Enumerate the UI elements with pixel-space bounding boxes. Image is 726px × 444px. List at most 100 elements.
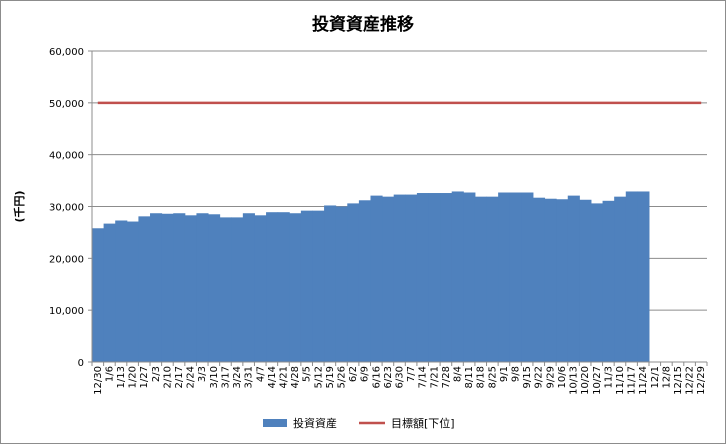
x-tick-label: 9/8 [511,366,522,382]
bar [266,212,279,362]
x-tick-label: 1/27 [139,366,150,388]
bar [289,213,302,362]
bar [405,194,418,362]
bar [463,192,476,362]
x-tick-label: 4/28 [290,366,301,388]
bar [370,195,383,362]
x-tick-label: 12/8 [661,366,672,388]
x-tick-label: 10/20 [580,366,591,395]
x-tick-label: 8/4 [453,366,464,382]
axes [91,51,707,363]
x-tick-label: 4/14 [267,366,278,388]
x-tick-label: 2/24 [186,366,197,388]
x-tick-label: 12/22 [685,366,696,395]
x-tick-label: 5/12 [313,366,324,388]
bar [625,191,638,362]
x-tick-label: 4/7 [255,366,266,382]
x-tick-label: 11/10 [615,366,626,395]
x-tick-label: 10/13 [569,366,580,395]
x-tick-label: 2/3 [151,366,162,382]
x-tick-label: 2/10 [162,366,173,388]
y-axis-label: (千円) [12,190,26,222]
bar [382,196,395,362]
x-tick-label: 2/17 [174,366,185,388]
x-tick-label: 3/24 [232,366,243,388]
x-tick-label: 6/2 [348,366,359,382]
x-tick-label: 11/24 [638,366,649,395]
legend-line-label: 目標額[下位] [391,416,455,430]
x-tick-label: 3/31 [244,366,255,388]
bar [115,220,128,362]
x-tick-label: 9/15 [522,366,533,388]
bar [498,192,511,362]
bar [579,199,592,362]
x-tick-label: 9/29 [545,366,556,388]
x-tick-label: 8/25 [487,366,498,388]
x-tick-label: 1/13 [116,366,127,388]
bar [173,213,186,362]
x-tick-label: 9/1 [499,366,510,382]
x-tick-label: 12/1 [650,366,661,388]
y-tick-label: 60,000 [49,47,84,58]
bar [277,212,290,362]
x-tick-label: 10/27 [592,366,603,395]
x-tick-label: 1/6 [104,366,115,382]
bar [532,197,546,362]
bar [393,194,406,362]
x-tick-label: 7/14 [418,366,429,388]
bar [184,215,197,362]
bar [150,213,163,362]
x-tick-label: 6/9 [360,366,371,382]
bar [428,193,441,362]
bar [416,193,430,362]
x-tick-label: 5/5 [302,366,313,382]
x-tick-label: 11/17 [627,366,638,395]
bar [556,199,569,362]
bar [637,191,650,362]
bar [161,213,174,362]
legend-bar-label: 投資資産 [293,416,337,430]
x-tick-label: 5/19 [325,366,336,388]
bar [590,203,604,362]
x-tick-label: 12/15 [673,366,684,395]
bar [126,221,139,362]
y-tick-label: 50,000 [49,99,84,110]
x-tick-label: 6/30 [395,366,406,388]
bar [231,217,244,362]
bar [254,215,267,362]
x-tick-label: 4/21 [278,366,289,388]
x-tick-label: 11/3 [603,366,614,388]
bar [451,191,464,362]
bar [509,192,522,362]
legend: 投資資産 目標額[下位] [263,416,455,430]
bar [312,210,325,362]
bar [440,193,453,362]
y-tick-label: 20,000 [49,254,84,265]
x-tick-label: 1/20 [128,366,139,388]
y-tick-label: 10,000 [49,306,84,317]
y-tick-label: 40,000 [49,151,84,162]
x-tick-label: 8/11 [464,366,475,388]
x-tick-label: 9/22 [534,366,545,388]
bar [521,192,534,362]
x-tick-label: 3/3 [197,366,208,382]
bar [602,200,615,362]
y-tick-label: 0 [78,358,84,369]
bar [567,195,580,362]
x-tick-label: 5/26 [336,366,347,388]
bar [242,213,255,362]
bar [544,198,557,362]
bar [300,210,313,362]
bar [358,200,371,362]
bar [92,228,105,362]
bar [219,217,232,362]
x-tick-label: 10/6 [557,366,568,388]
bar [335,206,348,362]
y-tick-label: 30,000 [49,203,84,214]
x-tick-label: 6/23 [383,366,394,388]
x-tick-label: 12/30 [93,366,104,395]
legend-bar-swatch [263,419,287,427]
x-tick-label: 8/18 [476,366,487,388]
